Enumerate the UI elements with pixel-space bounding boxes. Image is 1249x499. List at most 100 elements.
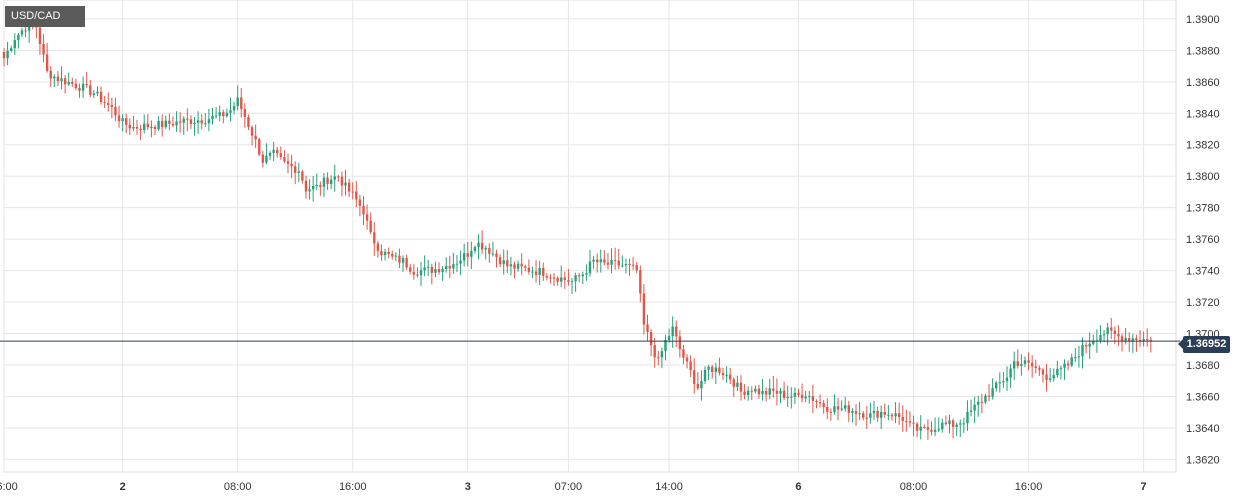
candle-body <box>9 48 13 51</box>
candle-body <box>261 154 265 163</box>
candle-body <box>1002 381 1005 383</box>
candle-body <box>844 405 847 409</box>
candle-body <box>160 120 164 128</box>
x-axis: 16:00 2 08:00 16:00 3 07:00 14:00 6 08:00 16:00 7 <box>0 481 1147 493</box>
candle-body <box>412 271 416 275</box>
candle-body <box>308 189 311 192</box>
candle-body <box>897 413 901 418</box>
candle-body <box>423 267 426 271</box>
candle-body <box>211 115 214 120</box>
candle-body <box>595 259 599 263</box>
candle-body <box>258 139 261 155</box>
candle-body <box>549 277 552 279</box>
candle-body <box>387 251 390 255</box>
candle-body <box>480 242 484 250</box>
candle-body <box>430 266 434 273</box>
y-tick-label: 1.3800 <box>1186 171 1220 183</box>
candle-body <box>592 259 595 262</box>
y-tick-label: 1.3640 <box>1186 423 1220 435</box>
candle-body <box>1045 374 1048 380</box>
candle-body <box>189 119 193 124</box>
candles <box>2 11 1153 440</box>
candle-body <box>890 414 894 417</box>
candle-body <box>477 242 480 248</box>
candle-body <box>444 266 448 270</box>
candle-body <box>107 103 110 105</box>
candle-body <box>617 260 620 266</box>
candle-body <box>969 410 973 412</box>
candle-body <box>114 106 117 116</box>
candle-body <box>1084 345 1088 347</box>
candle-body <box>45 54 49 71</box>
candle-body <box>459 260 462 264</box>
y-tick-label: 1.3720 <box>1186 297 1220 309</box>
candle-body <box>85 83 88 86</box>
candle-body <box>448 266 451 269</box>
grid-lines <box>3 0 1177 473</box>
candle-body <box>959 423 962 425</box>
candle-body <box>1092 341 1095 344</box>
candle-body <box>998 382 1002 384</box>
candle-body <box>524 266 527 268</box>
candle-body <box>49 70 52 79</box>
candle-body <box>506 260 509 267</box>
candle-body <box>962 423 966 425</box>
candle-body <box>883 411 886 415</box>
candle-body <box>164 120 167 128</box>
candle-body <box>696 383 700 389</box>
candle-body <box>941 422 944 430</box>
candle-body <box>434 269 437 273</box>
candle-body <box>678 336 682 350</box>
candle-body <box>707 366 710 370</box>
candle-body <box>333 176 336 180</box>
candle-body <box>1117 334 1120 337</box>
candle-body <box>531 271 534 273</box>
candle-body <box>768 388 771 395</box>
candle-body <box>225 112 229 116</box>
candle-body <box>1138 340 1142 342</box>
candle-body <box>667 336 671 340</box>
candle-body <box>247 116 250 128</box>
candle-body <box>1048 378 1052 380</box>
y-axis: 1.36201.36401.36601.36801.37001.37201.37… <box>1186 14 1220 467</box>
candle-body <box>905 421 908 423</box>
candle-body <box>606 262 610 265</box>
candle-body <box>728 374 732 380</box>
candle-body <box>757 388 761 395</box>
candle-body <box>664 339 667 352</box>
candle-body <box>851 411 854 413</box>
y-tick-label: 1.3760 <box>1186 234 1220 246</box>
candle-body <box>538 267 541 275</box>
candle-body <box>24 30 27 32</box>
candle-body <box>135 126 139 129</box>
candle-body <box>283 157 286 162</box>
candle-body <box>685 357 689 362</box>
candle-body <box>556 277 559 282</box>
plot-area <box>3 0 1177 473</box>
candle-body <box>178 121 182 123</box>
candle-body <box>542 267 545 277</box>
y-tick-label: 1.3660 <box>1186 391 1220 403</box>
candle-body <box>351 191 354 193</box>
candle-body <box>132 126 135 129</box>
candle-body <box>987 395 991 397</box>
candle-body <box>991 388 994 397</box>
candle-body <box>793 392 797 397</box>
candle-body <box>78 88 81 91</box>
candle-body <box>171 123 175 126</box>
candle-body <box>782 390 786 398</box>
candle-body <box>808 396 811 398</box>
x-tick-label: 14:00 <box>655 481 683 493</box>
candle-body <box>337 176 340 178</box>
candle-body <box>764 391 768 395</box>
candle-body <box>1106 327 1109 335</box>
candle-body <box>689 361 692 371</box>
candle-body <box>279 153 283 158</box>
candle-body <box>915 423 919 431</box>
candle-body <box>1034 366 1037 368</box>
candle-body <box>1041 369 1045 375</box>
candle-body <box>304 180 308 192</box>
candle-body <box>585 273 588 275</box>
candle-body <box>516 263 520 269</box>
candle-body <box>879 411 883 418</box>
